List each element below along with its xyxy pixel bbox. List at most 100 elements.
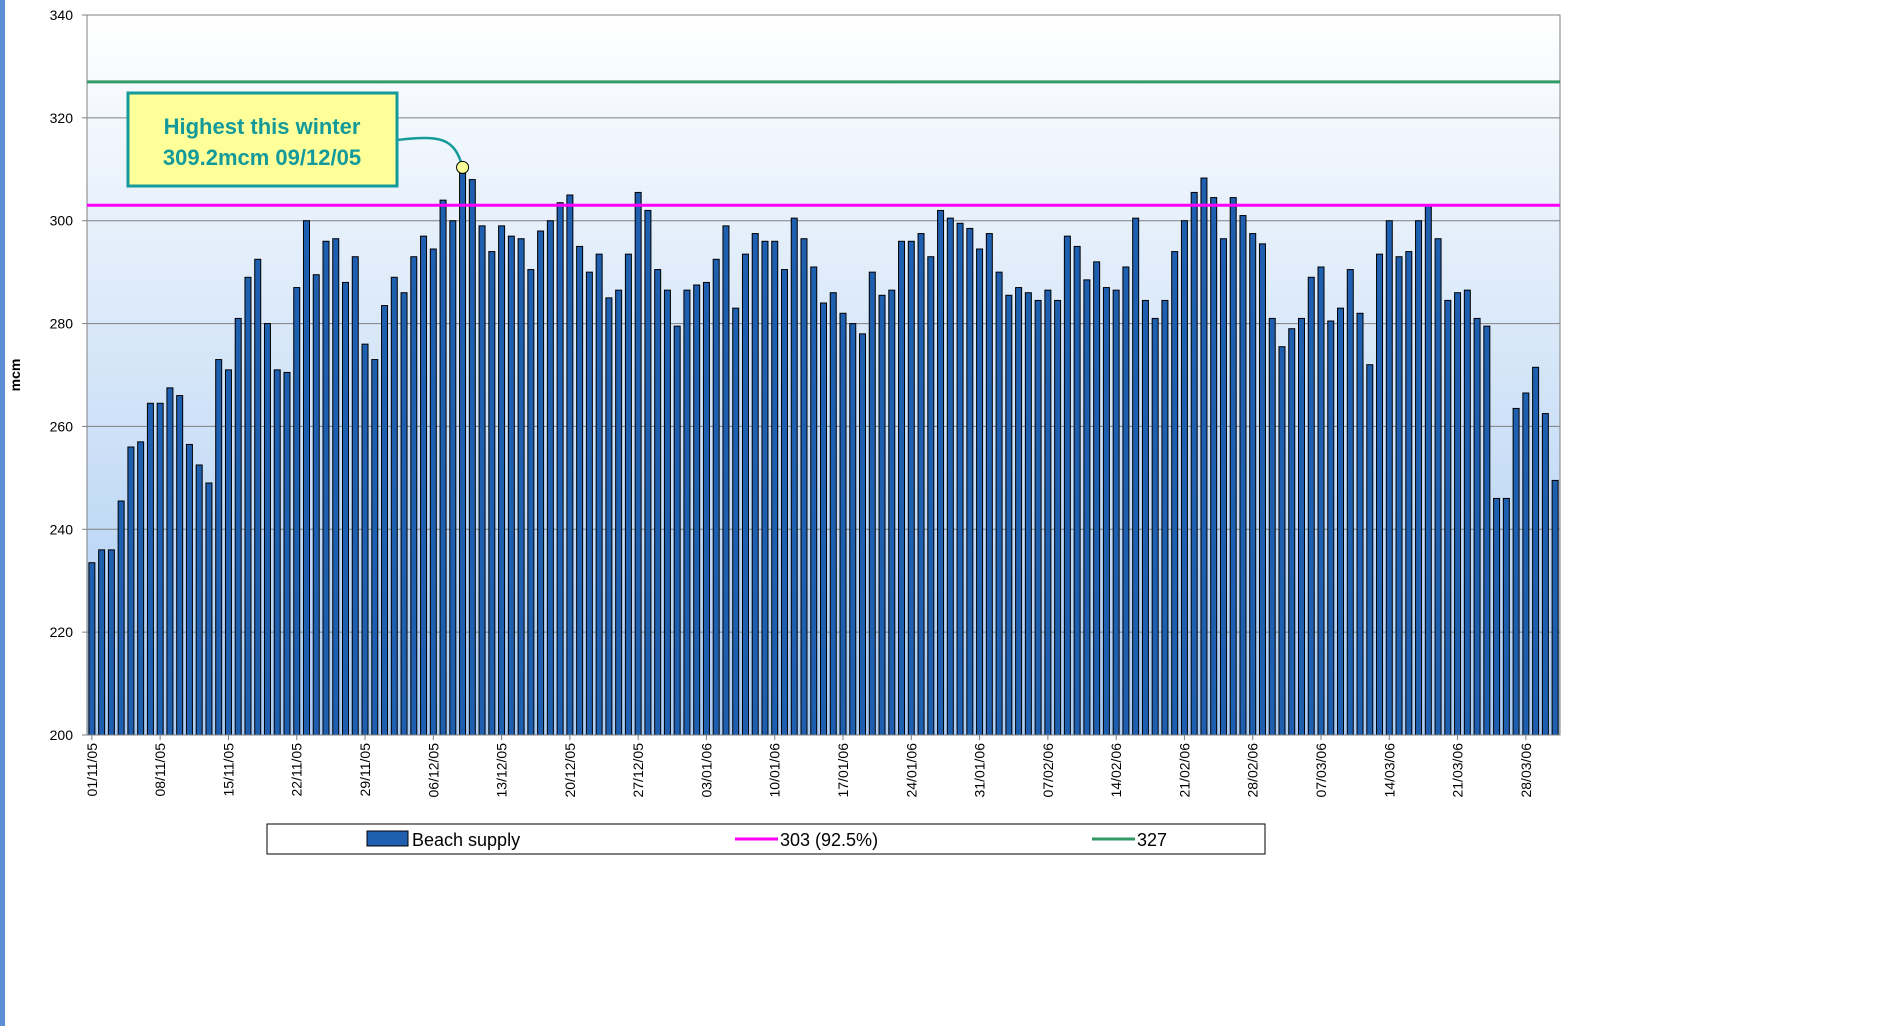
bar	[868, 271, 876, 736]
bar	[683, 289, 691, 736]
bar	[800, 238, 808, 736]
bar	[351, 256, 359, 736]
x-tick-label: 01/11/05	[84, 743, 100, 797]
bar	[517, 238, 525, 736]
legend-swatch	[366, 830, 409, 847]
bar	[1141, 299, 1149, 736]
x-tick-label: 03/01/06	[698, 743, 714, 798]
bar	[1288, 328, 1296, 736]
bar	[624, 253, 632, 736]
bar	[1054, 299, 1062, 736]
bar	[1258, 243, 1266, 736]
bar	[381, 305, 389, 736]
bar	[98, 549, 106, 736]
bar	[410, 256, 418, 736]
x-tick-label: 08/11/05	[152, 743, 168, 797]
x-tick-label: 15/11/05	[220, 743, 236, 797]
bar	[1541, 413, 1549, 736]
bar	[1376, 253, 1384, 736]
bar	[907, 240, 915, 736]
x-tick-label: 29/11/05	[357, 743, 373, 797]
bar	[585, 271, 593, 736]
bar	[117, 500, 125, 736]
bar	[1063, 235, 1071, 736]
bar	[1366, 364, 1374, 736]
bar	[1093, 261, 1101, 736]
bar	[1151, 317, 1159, 736]
bar	[1454, 292, 1462, 736]
annotation-box	[126, 91, 399, 188]
annotation-text: 309.2mcm 09/12/05	[163, 145, 361, 170]
callout-line	[396, 136, 464, 168]
bar	[1073, 245, 1081, 736]
bar	[1395, 256, 1403, 736]
bar	[1210, 197, 1218, 736]
bar	[488, 251, 496, 736]
bar	[215, 359, 223, 736]
x-tick-label: 07/02/06	[1040, 743, 1056, 798]
bar	[927, 256, 935, 736]
bar	[371, 359, 379, 736]
bar	[576, 245, 584, 736]
x-tick-label: 28/03/06	[1518, 743, 1534, 798]
bar	[1112, 289, 1120, 736]
x-tick-label: 17/01/06	[835, 743, 851, 798]
bar	[976, 248, 984, 736]
bar	[1385, 220, 1393, 736]
bar	[176, 395, 184, 736]
bar	[644, 209, 652, 736]
bar	[302, 220, 310, 736]
bar	[556, 202, 564, 736]
bar	[810, 266, 818, 736]
bar	[1278, 346, 1286, 736]
bar	[342, 281, 350, 736]
bar	[234, 317, 242, 736]
bar	[546, 220, 554, 736]
bar	[771, 240, 779, 736]
bar	[712, 258, 720, 736]
bar	[849, 323, 857, 736]
bar	[722, 225, 730, 736]
bar	[1444, 299, 1452, 736]
bar	[224, 369, 232, 736]
bar	[439, 199, 447, 736]
bar	[946, 217, 954, 736]
bar	[663, 289, 671, 736]
y-tick-label: 320	[50, 110, 74, 126]
y-tick-label: 220	[50, 624, 74, 640]
bar	[898, 240, 906, 736]
bar	[420, 235, 428, 736]
x-tick-label: 14/03/06	[1381, 743, 1397, 798]
bar	[1356, 312, 1364, 736]
x-tick-label: 27/12/05	[630, 743, 646, 798]
bar	[185, 443, 193, 736]
bar	[1229, 197, 1237, 736]
bar	[693, 284, 701, 736]
bar	[1551, 479, 1559, 736]
bar	[312, 274, 320, 736]
bar	[1502, 497, 1510, 736]
x-tick-label: 21/03/06	[1450, 743, 1466, 798]
bar	[107, 549, 115, 736]
bar	[985, 233, 993, 736]
callout-point	[456, 160, 470, 174]
bar	[1317, 266, 1325, 736]
bar	[263, 323, 271, 736]
bar	[293, 287, 301, 736]
annotation-text: Highest this winter	[164, 114, 361, 139]
bar	[654, 269, 662, 736]
bar	[146, 402, 154, 736]
bar	[390, 276, 398, 736]
bar	[156, 402, 164, 736]
bar	[205, 482, 213, 736]
bar	[322, 240, 330, 736]
bar	[166, 387, 174, 736]
bar	[605, 297, 613, 736]
bar	[1522, 392, 1530, 736]
bar	[1512, 407, 1520, 736]
x-tick-label: 13/12/05	[494, 743, 510, 798]
bar	[732, 307, 740, 736]
bar	[332, 238, 340, 736]
y-tick-label: 240	[50, 521, 74, 537]
bar	[254, 258, 262, 736]
